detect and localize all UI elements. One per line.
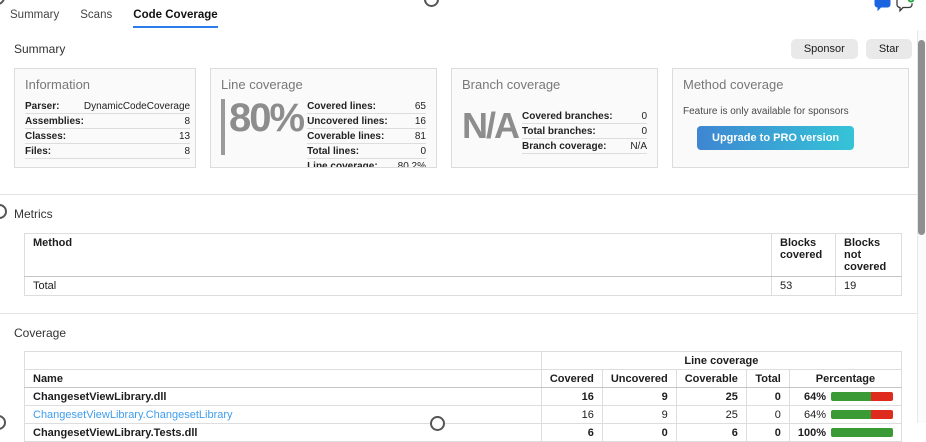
coverage-group-header-row: Line coverage (24, 351, 903, 370)
tab-bar: Summary Scans Code Coverage (0, 0, 926, 30)
metrics-row: Total 53 19 (24, 276, 902, 296)
percentage-value: 64% (803, 408, 826, 421)
method-coverage-card-title: Method coverage (683, 77, 784, 92)
vertical-scrollbar-track[interactable] (917, 30, 926, 423)
selection-handle-middle-left[interactable] (0, 204, 7, 219)
metrics-section-header: Metrics (14, 203, 912, 225)
branch-coverage-card-title: Branch coverage (462, 77, 561, 92)
card-table-row: Total branches: 0 (522, 123, 647, 139)
coverage-row: ChangesetViewLibrary.Tests.dll 6 0 6 0 100% (24, 423, 903, 442)
card-table-row: Classes: 13 (25, 128, 191, 144)
chat-icon[interactable] (874, 0, 893, 17)
tab-code-coverage[interactable]: Code Coverage (133, 9, 218, 28)
sponsor-feature-note: Feature is only available for sponsors (683, 106, 849, 117)
assembly-name: ChangesetViewLibrary.dll (24, 387, 542, 406)
star-button[interactable]: Star (865, 39, 912, 59)
information-card: Information Parser: DynamicCodeCoverage As… (14, 68, 196, 168)
percentage-bar (831, 392, 893, 401)
percentage-value: 64% (803, 390, 826, 403)
vertical-scrollbar-thumb[interactable] (918, 40, 925, 235)
coverage-table: Line coverage Name Covered Uncovered Coverab… (24, 351, 903, 442)
branch-coverage-card: Branch coverage N/A Covered branches: 0 To… (451, 68, 658, 168)
summary-cards: Information Parser: DynamicCodeCoverage As… (14, 68, 912, 168)
section-divider (0, 194, 926, 195)
card-table-row: Parser: DynamicCodeCoverage (25, 99, 191, 114)
line-coverage-big-value: 80% (229, 96, 305, 140)
line-coverage-card: Line coverage 80% Covered lines: 65 Uncove… (210, 68, 437, 168)
coverage-section-header: Coverage (14, 322, 912, 344)
method-coverage-card: Method coverage Feature is only availabl… (672, 68, 909, 168)
tab-summary[interactable]: Summary (10, 9, 60, 21)
card-table-row: Line coverage: 80.2% (307, 158, 426, 167)
class-link[interactable]: ChangesetViewLibrary.ChangesetLibrary (24, 405, 542, 424)
card-table-row: Files: 8 (25, 143, 191, 159)
metrics-table: Method Blocks covered Blocks not covered To… (24, 233, 902, 296)
card-table-row: Covered lines: 65 (307, 99, 426, 114)
percentage-value: 100% (797, 426, 826, 439)
metrics-header-row: Method Blocks covered Blocks not covered (24, 233, 902, 277)
branch-coverage-big-value: N/A (462, 105, 520, 146)
branch-coverage-table: Covered branches: 0 Total branches: 0 Branch… (522, 109, 647, 154)
information-table: Parser: DynamicCodeCoverage Assemblies: 8 Cl… (25, 99, 191, 159)
percentage-bar (831, 428, 893, 437)
card-table-row: Uncovered lines: 16 (307, 113, 426, 129)
add-comment-icon[interactable] (896, 0, 916, 17)
card-table-row: Total lines: 0 (307, 143, 426, 159)
card-table-row: Coverable lines: 81 (307, 128, 426, 144)
upgrade-pro-button[interactable]: Upgrade to PRO version (697, 126, 855, 150)
line-coverage-table: Covered lines: 65 Uncovered lines: 16 Covera… (307, 99, 426, 167)
summary-section-header: Summary Sponsor Star (14, 38, 912, 60)
sponsor-button[interactable]: Sponsor (790, 39, 858, 59)
line-coverage-group-header: Line coverage (540, 351, 903, 370)
coverage-row: ChangesetViewLibrary.dll 16 9 25 0 64% (24, 387, 903, 406)
assembly-name: ChangesetViewLibrary.Tests.dll (24, 423, 542, 442)
header-icons (874, 0, 916, 17)
tab-scans[interactable]: Scans (80, 9, 113, 21)
metrics-section-title: Metrics (14, 207, 53, 221)
card-table-row: Branch coverage: N/A (522, 138, 647, 154)
summary-section-title: Summary (14, 42, 66, 56)
card-table-row: Assemblies: 8 (25, 113, 191, 129)
percentage-bar (831, 410, 893, 419)
information-card-title: Information (25, 77, 91, 92)
line-coverage-card-title: Line coverage (221, 77, 303, 92)
selection-handle-bottom-center[interactable] (430, 416, 445, 431)
line-coverage-vertical-bar (221, 99, 225, 155)
section-divider (0, 313, 926, 314)
card-table-row: Covered branches: 0 (522, 109, 647, 124)
coverage-column-header-row: Name Covered Uncovered Coverable Total Percen… (24, 369, 903, 388)
coverage-row: ChangesetViewLibrary.ChangesetLibrary 16 9… (24, 405, 903, 424)
coverage-section-title: Coverage (14, 326, 67, 340)
